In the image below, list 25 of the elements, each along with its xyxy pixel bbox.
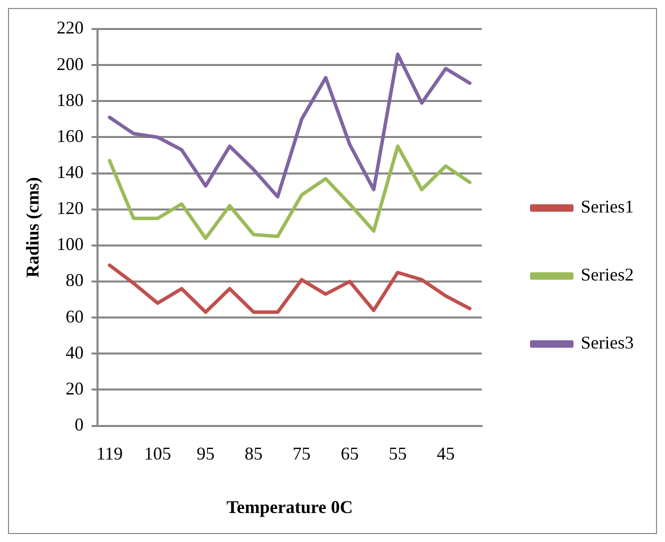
y-tick-label: 20: [66, 378, 84, 398]
y-tick-label: 220: [56, 18, 84, 38]
x-tick-label: 55: [388, 443, 407, 464]
y-axis-title: Radius (cms): [22, 177, 42, 278]
x-axis-title: Temperature 0C: [226, 496, 353, 517]
x-tick-label: 65: [340, 443, 359, 464]
x-tick-label: 45: [436, 443, 455, 464]
x-tick-label: 75: [292, 443, 311, 464]
legend-label: Series3: [580, 332, 634, 353]
legend-label: Series1: [580, 196, 634, 217]
y-tick-label: 180: [56, 90, 84, 110]
legend-label: Series2: [580, 264, 634, 285]
x-tick-label: 95: [196, 443, 215, 464]
y-tick-label: 200: [56, 54, 84, 74]
y-tick-label: 120: [56, 198, 84, 218]
x-tick-label: 85: [244, 443, 263, 464]
y-tick-label: 60: [66, 306, 84, 326]
y-tick-label: 40: [66, 342, 84, 362]
y-tick-label: 160: [56, 126, 84, 146]
y-tick-label: 0: [74, 414, 84, 435]
y-tick-label: 80: [66, 270, 84, 290]
x-tick-label: 105: [144, 443, 172, 464]
y-tick-label: 140: [56, 162, 84, 182]
x-tick-label: 119: [96, 443, 123, 464]
y-tick-label: 100: [56, 234, 84, 254]
